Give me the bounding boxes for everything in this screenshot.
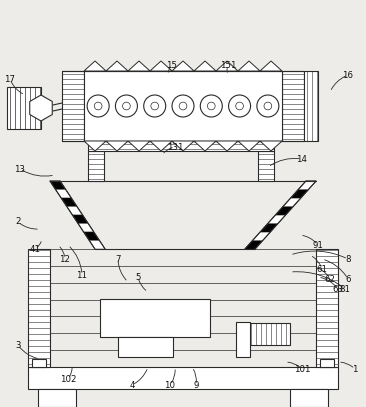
Text: 10: 10	[164, 381, 176, 389]
Text: 13: 13	[15, 164, 26, 173]
Polygon shape	[245, 241, 263, 249]
Circle shape	[87, 95, 109, 117]
Bar	[290, 389, 328, 407]
Polygon shape	[150, 141, 172, 151]
Polygon shape	[128, 61, 150, 71]
Polygon shape	[298, 181, 316, 190]
Circle shape	[236, 102, 243, 110]
Polygon shape	[128, 141, 150, 151]
Text: 9: 9	[193, 381, 199, 389]
Text: 131: 131	[167, 142, 183, 151]
Text: 17: 17	[4, 74, 15, 83]
Bar	[88, 141, 274, 151]
Bar	[236, 322, 250, 357]
Text: 102: 102	[60, 374, 76, 383]
Circle shape	[179, 102, 187, 110]
Polygon shape	[260, 223, 278, 232]
Polygon shape	[260, 141, 282, 151]
Polygon shape	[238, 61, 260, 71]
Text: 5: 5	[135, 273, 141, 282]
Text: 3: 3	[15, 341, 21, 350]
Polygon shape	[216, 141, 238, 151]
Polygon shape	[172, 61, 194, 71]
Text: 62: 62	[325, 274, 336, 284]
Bar	[62, 71, 84, 141]
Circle shape	[144, 95, 166, 117]
Text: 63: 63	[332, 284, 344, 293]
Text: 1: 1	[352, 365, 358, 374]
Polygon shape	[291, 190, 309, 198]
Text: 91: 91	[313, 241, 324, 249]
Text: 81: 81	[340, 284, 351, 293]
Text: 4: 4	[129, 381, 135, 389]
Text: 6: 6	[345, 274, 351, 284]
Text: 14: 14	[296, 155, 307, 164]
Circle shape	[115, 95, 137, 117]
Bar	[258, 151, 274, 181]
Circle shape	[264, 102, 272, 110]
Bar	[28, 249, 50, 367]
Circle shape	[257, 95, 279, 117]
Bar	[100, 299, 210, 337]
Polygon shape	[238, 141, 260, 151]
Bar	[320, 359, 334, 367]
Polygon shape	[194, 61, 216, 71]
Text: 12: 12	[60, 254, 71, 263]
Bar	[7, 87, 41, 129]
Polygon shape	[245, 181, 316, 249]
Bar	[316, 249, 338, 367]
Bar	[38, 389, 76, 407]
Polygon shape	[106, 61, 128, 71]
Text: 11: 11	[76, 271, 87, 280]
Polygon shape	[260, 61, 282, 71]
Polygon shape	[50, 181, 105, 249]
Bar	[32, 359, 46, 367]
Polygon shape	[216, 61, 238, 71]
Circle shape	[208, 102, 215, 110]
Bar	[84, 71, 282, 141]
Bar	[88, 151, 104, 181]
Bar	[118, 337, 173, 357]
Text: 61: 61	[317, 265, 328, 274]
Polygon shape	[61, 198, 77, 206]
Text: 41: 41	[30, 245, 41, 254]
Polygon shape	[30, 95, 52, 121]
Text: 15: 15	[167, 61, 178, 70]
Polygon shape	[56, 190, 71, 198]
Polygon shape	[84, 141, 106, 151]
Text: 101: 101	[294, 365, 310, 374]
Polygon shape	[84, 232, 100, 241]
Polygon shape	[72, 215, 88, 223]
Polygon shape	[268, 215, 285, 223]
Circle shape	[94, 102, 102, 110]
Polygon shape	[106, 141, 128, 151]
Polygon shape	[283, 198, 301, 206]
Bar	[28, 367, 338, 389]
Polygon shape	[89, 241, 105, 249]
Polygon shape	[67, 206, 82, 215]
Circle shape	[200, 95, 222, 117]
Bar	[304, 71, 318, 141]
Bar	[282, 71, 304, 141]
Text: 16: 16	[343, 70, 354, 79]
Polygon shape	[78, 223, 94, 232]
Polygon shape	[194, 141, 216, 151]
Circle shape	[172, 95, 194, 117]
Circle shape	[229, 95, 251, 117]
Polygon shape	[150, 61, 172, 71]
Circle shape	[123, 102, 130, 110]
Polygon shape	[84, 61, 106, 71]
Text: 7: 7	[115, 254, 121, 263]
Text: 151: 151	[220, 61, 236, 70]
Bar	[248, 323, 290, 345]
Text: 8: 8	[345, 254, 351, 263]
Text: 2: 2	[15, 217, 21, 227]
Polygon shape	[50, 181, 66, 190]
Polygon shape	[253, 232, 270, 241]
Circle shape	[151, 102, 158, 110]
Polygon shape	[172, 141, 194, 151]
Polygon shape	[276, 206, 293, 215]
